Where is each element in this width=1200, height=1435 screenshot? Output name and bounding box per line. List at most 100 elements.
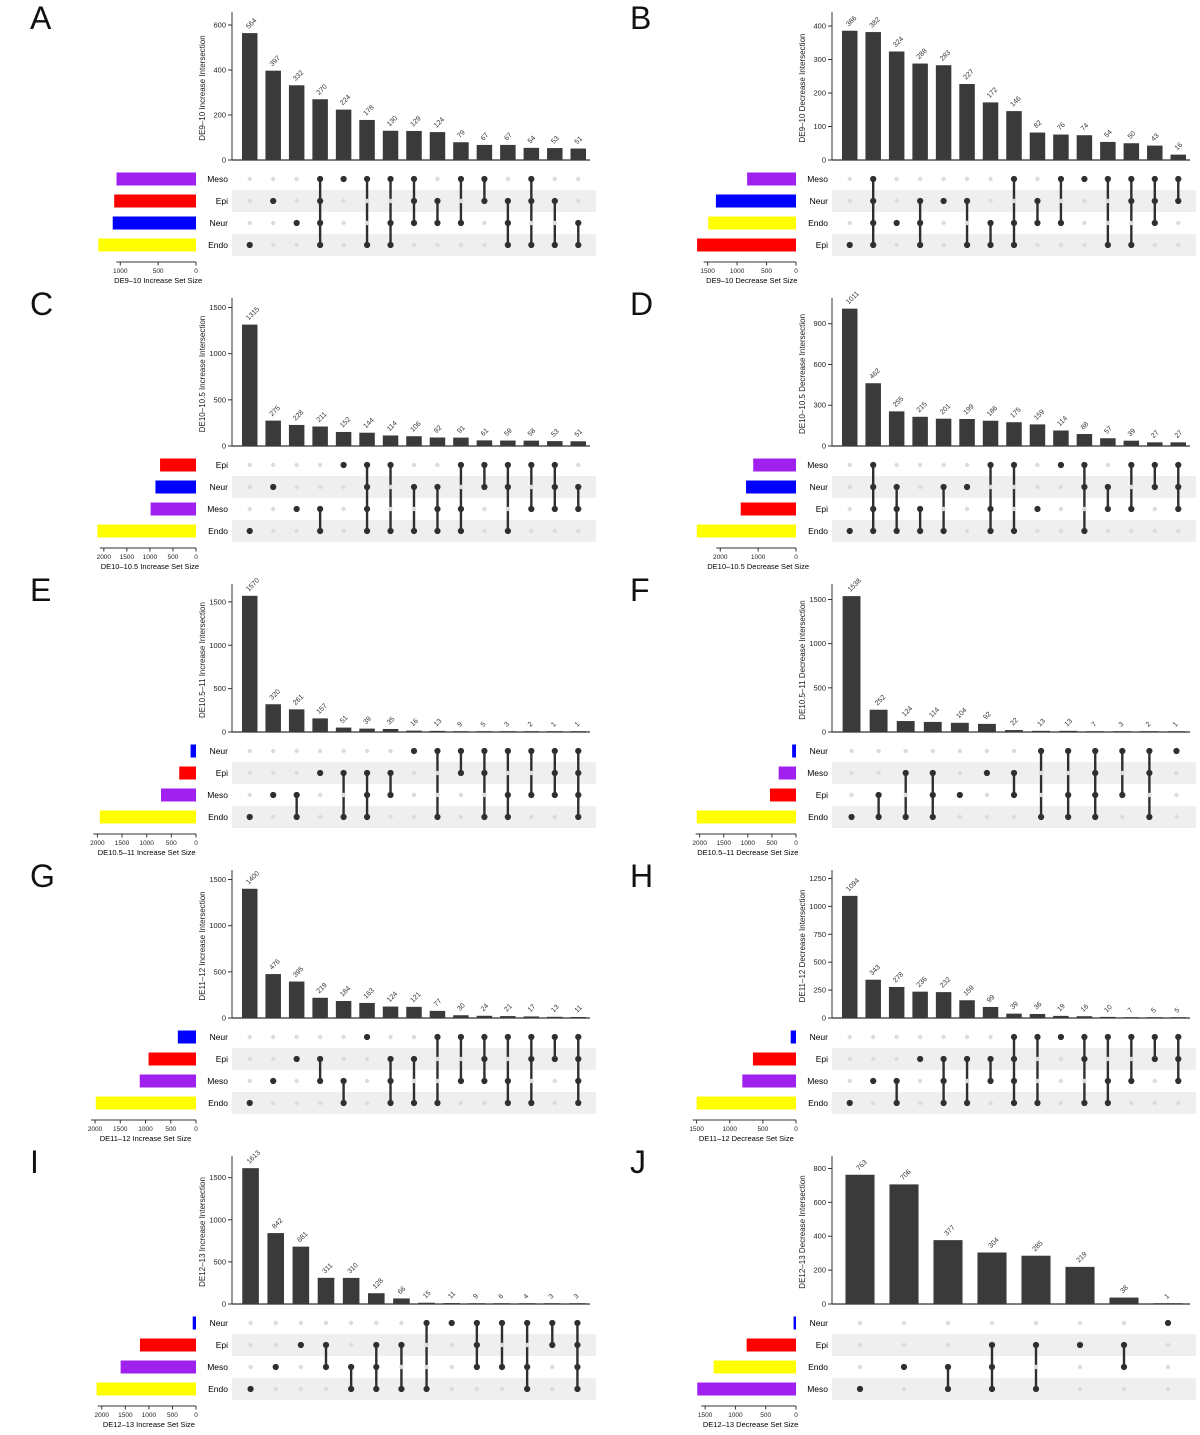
- intersection-count-label: 285: [1031, 1240, 1044, 1253]
- matrix-dot-inactive: [901, 1320, 907, 1326]
- y-axis-tick-label: 600: [813, 1198, 826, 1207]
- intersection-bar: [1170, 442, 1187, 446]
- matrix-dot-active: [457, 505, 465, 513]
- intersection-bar: [1123, 143, 1140, 160]
- panel-letter: I: [30, 1144, 39, 1180]
- set-row-label-Neur: Neur: [210, 482, 229, 492]
- matrix-dot-inactive: [917, 176, 923, 182]
- matrix-dot-inactive: [1035, 462, 1040, 468]
- set-row-label-Epi: Epi: [216, 768, 228, 778]
- intersection-count-label: 157: [316, 703, 329, 716]
- intersection-bar: [935, 992, 952, 1018]
- panel-letter: J: [630, 1144, 646, 1180]
- matrix-dot-inactive: [529, 484, 534, 490]
- matrix-dot-active: [870, 1077, 877, 1085]
- matrix-dot-active: [481, 461, 488, 469]
- matrix-dot-active: [387, 1077, 394, 1085]
- intersection-bar: [312, 718, 328, 732]
- matrix-dot-active: [340, 769, 347, 777]
- y-axis-title: DE11–12 Decrease Intersection: [798, 890, 807, 1003]
- intersection-bar: [933, 1240, 963, 1304]
- matrix-dot-inactive: [941, 462, 946, 468]
- matrix-dot-active: [1034, 219, 1041, 227]
- matrix-dot-active: [246, 527, 253, 535]
- intersection-bar: [429, 730, 446, 732]
- matrix-dot-active: [293, 791, 300, 799]
- intersection-bar: [1005, 730, 1023, 732]
- intersection-count-label: 1570: [245, 577, 261, 593]
- matrix-dot-active: [423, 1319, 430, 1327]
- matrix-dot-active: [944, 1385, 952, 1393]
- set-row-label-Endo: Endo: [808, 218, 828, 228]
- set-row-label-Endo: Endo: [808, 812, 828, 822]
- matrix-dot-active: [434, 1033, 441, 1041]
- intersection-bar: [500, 440, 516, 446]
- set-row-label-Meso: Meso: [807, 460, 828, 470]
- matrix-dot-inactive: [424, 1342, 429, 1348]
- matrix-dot-inactive: [248, 1342, 253, 1348]
- matrix-dot-active: [1175, 461, 1182, 469]
- matrix-dot-active: [870, 483, 877, 491]
- matrix-dot-active: [551, 747, 558, 755]
- matrix-dot-inactive: [1105, 220, 1111, 226]
- y-axis-tick-label: 1500: [209, 875, 226, 884]
- set-size-bar-Meso: [753, 458, 796, 472]
- panel-D: 0 300 600 900 DE10–10.5 Decrease Intersectio…: [600, 286, 1200, 572]
- y-axis-title: DE10–10.5 Increase Intersection: [198, 316, 207, 433]
- intersection-bar: [923, 721, 942, 732]
- matrix-dot-inactive: [1058, 528, 1064, 534]
- matrix-dot-active: [473, 1363, 480, 1371]
- matrix-dot-inactive: [1176, 1100, 1181, 1106]
- intersection-count-label: 124: [433, 116, 446, 129]
- matrix-dot-active: [317, 1055, 324, 1063]
- set-size-tick-label: 0: [794, 1412, 798, 1419]
- matrix-dot-active: [963, 241, 971, 249]
- intersection-bar: [523, 147, 540, 160]
- matrix-dot-active: [846, 241, 853, 249]
- matrix-dot-inactive: [1152, 528, 1157, 534]
- intersection-bar: [429, 437, 446, 446]
- matrix-dot-inactive: [341, 506, 346, 512]
- matrix-dot-inactive: [505, 506, 511, 512]
- upset-panel-svg-A: 0 200 400 600 DE9–10 Increase Intersection 56…: [98, 12, 596, 285]
- intersection-bar: [1147, 145, 1163, 160]
- set-size-axis-title: DE10–10.5 Increase Set Size: [101, 562, 199, 571]
- matrix-dot-inactive: [247, 1034, 252, 1040]
- matrix-dot-inactive: [917, 1078, 923, 1084]
- matrix-dot-inactive: [388, 484, 393, 490]
- matrix-dot-inactive: [1152, 242, 1157, 248]
- matrix-dot-inactive: [1033, 1320, 1039, 1326]
- set-row-label-Meso: Meso: [807, 1076, 828, 1086]
- matrix-dot-active: [1119, 791, 1126, 799]
- matrix-dot-active: [1057, 175, 1065, 183]
- y-axis-tick-label: 0: [222, 1014, 226, 1023]
- intersection-bar: [267, 1233, 285, 1304]
- matrix-dot-active: [528, 175, 535, 183]
- matrix-dot-inactive: [271, 506, 276, 512]
- intersection-bar: [1076, 434, 1093, 446]
- matrix-dot-inactive: [298, 1320, 304, 1326]
- intersection-count-label: 1: [1172, 721, 1180, 729]
- intersection-bar: [312, 997, 328, 1018]
- matrix-dot-active: [1037, 813, 1045, 821]
- intersection-count-label: 228: [292, 409, 305, 422]
- intersection-count-label: 255: [892, 395, 905, 408]
- intersection-bar: [570, 1016, 587, 1018]
- intersection-count-label: 13: [1037, 718, 1048, 729]
- y-axis-tick-label: 100: [813, 122, 826, 131]
- y-axis-tick-label: 300: [813, 401, 826, 410]
- intersection-bar: [241, 595, 258, 732]
- set-row-label-Neur: Neur: [810, 1032, 829, 1042]
- matrix-dot-inactive: [1058, 1100, 1064, 1106]
- matrix-dot-inactive: [341, 748, 346, 754]
- intersection-bar: [265, 704, 281, 732]
- intersection-bar: [359, 1002, 375, 1018]
- matrix-dot-active: [1175, 483, 1182, 491]
- matrix-dot-active: [434, 197, 441, 205]
- matrix-dot-active: [1151, 197, 1158, 205]
- set-size-bar-Endo: [708, 216, 796, 230]
- matrix-dot-active: [528, 461, 535, 469]
- intersection-count-label: 21: [503, 1003, 514, 1014]
- intersection-bar: [1076, 135, 1093, 160]
- matrix-dot-inactive: [271, 220, 276, 226]
